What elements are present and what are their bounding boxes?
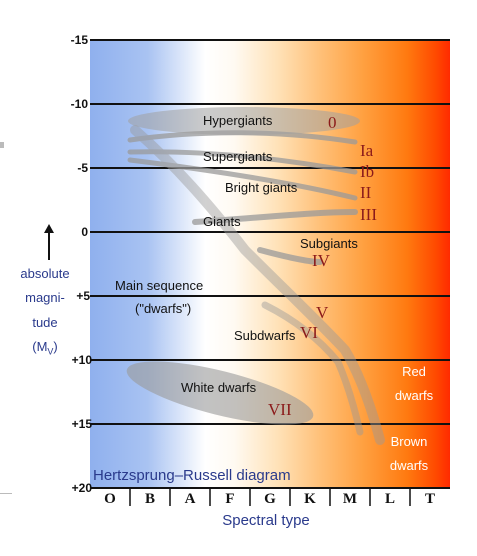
edge-line	[0, 493, 12, 494]
x-class-label: T	[425, 491, 435, 507]
class-vii: VII	[268, 400, 292, 419]
y-tick-label: 0	[81, 225, 88, 239]
magnitude-subscript: V	[47, 346, 54, 357]
region-labels: Hypergiants Supergiants Bright giants Gi…	[115, 113, 358, 395]
band-giants	[192, 209, 358, 225]
y-tick-label: -10	[71, 97, 89, 111]
y-axis-symbol: (MV)	[32, 339, 58, 357]
y-tick-label: -5	[77, 161, 88, 175]
gridlines	[90, 39, 450, 489]
class-iii: III	[360, 205, 377, 224]
edge-mark	[0, 142, 4, 148]
x-class-label: L	[385, 491, 395, 507]
label-hypergiants: Hypergiants	[203, 113, 273, 128]
label-red-dwarfs-2: dwarfs	[395, 388, 434, 403]
label-bright-giants: Bright giants	[225, 180, 298, 195]
region-hypergiants	[128, 107, 360, 135]
label-white-dwarfs: White dwarfs	[181, 380, 257, 395]
y-tick-label: +5	[76, 289, 90, 303]
band-subgiants	[257, 247, 323, 265]
label-brown-dwarfs-2: dwarfs	[390, 458, 429, 473]
x-axis: O B A F G K M L T Spectral type	[104, 488, 435, 529]
band-bright-giants-lower	[127, 157, 358, 201]
class-iv: IV	[312, 251, 331, 270]
label-main-sequence: Main sequence	[115, 278, 203, 293]
y-axis-ticks: -15 -10 -5 0 +5 +10 +15 +20	[71, 33, 93, 495]
label-supergiants: Supergiants	[203, 149, 273, 164]
star-bands	[127, 125, 385, 445]
label-dwarfs: ("dwarfs")	[135, 301, 191, 316]
x-class-label: F	[225, 491, 234, 507]
x-class-label: K	[304, 491, 316, 507]
x-class-label: O	[104, 491, 116, 507]
class-ia: Ia	[360, 141, 374, 160]
class-ii: II	[360, 183, 372, 202]
class-0: 0	[328, 113, 337, 132]
diagram-title: Hertzsprung–Russell diagram	[93, 467, 291, 484]
dwarf-labels: Red dwarfs Brown dwarfs	[390, 364, 434, 473]
x-class-label: A	[185, 491, 196, 507]
label-brown-dwarfs-1: Brown	[391, 434, 428, 449]
class-ib: Ib	[360, 162, 374, 181]
y-axis-label-line-3: tude	[32, 315, 58, 330]
y-axis-label-line-1: absolute	[20, 266, 70, 281]
band-main-sequence	[130, 125, 385, 445]
y-tick-label: +15	[72, 417, 93, 431]
band-bright-giants-upper	[127, 149, 358, 175]
label-red-dwarfs-1: Red	[402, 364, 426, 379]
label-subdwarfs: Subdwarfs	[234, 328, 296, 343]
label-giants: Giants	[203, 214, 241, 229]
label-subgiants: Subgiants	[300, 236, 358, 251]
x-class-label: B	[145, 491, 155, 507]
y-tick-label: +10	[72, 353, 93, 367]
region-white-dwarfs	[126, 361, 314, 425]
y-tick-label: +20	[72, 481, 93, 495]
class-v: V	[316, 303, 329, 322]
class-vi: VI	[300, 323, 318, 342]
x-axis-label: Spectral type	[222, 512, 310, 529]
y-tick-label: -15	[71, 33, 89, 47]
x-axis-dividers	[129, 488, 411, 506]
magnitude-symbol: M	[36, 339, 48, 354]
x-class-label: M	[343, 491, 357, 507]
x-axis-classes: O B A F G K M L T	[104, 491, 435, 507]
arrow-up-icon	[44, 224, 54, 260]
y-axis-label-line-2: magni-	[25, 290, 65, 305]
band-subdwarfs	[261, 301, 364, 436]
luminosity-classes: 0 Ia Ib II III IV V VI VII	[268, 113, 377, 419]
x-class-label: G	[264, 491, 276, 507]
